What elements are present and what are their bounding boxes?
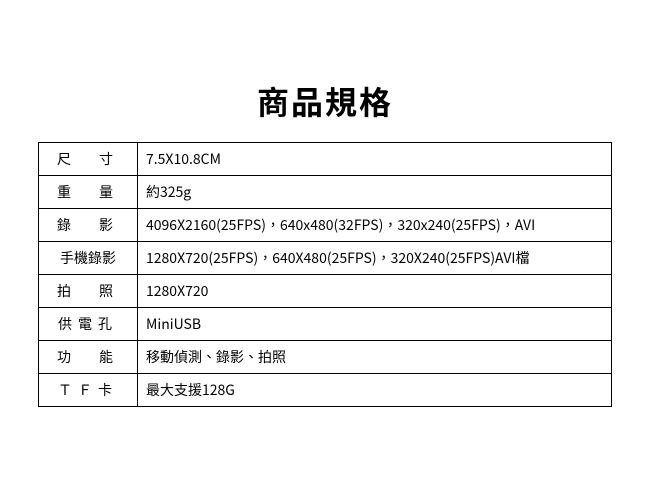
spec-value: 約325g [138,176,612,209]
spec-label: 尺寸 [39,143,138,176]
spec-value: 4096X2160(25FPS)，640x480(32FPS)，320x240(… [138,209,612,242]
spec-value: 最大支援128G [138,374,612,407]
page-title: 商品規格 [38,78,612,124]
spec-value: 7.5X10.8CM [138,143,612,176]
spec-table: 尺寸 7.5X10.8CM 重量 約325g 錄影 4096X2160(25FP… [38,142,612,407]
spec-value: 1280X720 [138,275,612,308]
spec-value: 移動偵測、錄影、拍照 [138,341,612,374]
spec-label: 錄影 [39,209,138,242]
spec-label: 重量 [39,176,138,209]
spec-label: 供電孔 [39,308,138,341]
spec-sheet: 商品規格 尺寸 7.5X10.8CM 重量 約325g 錄影 4096X2160… [0,0,650,407]
spec-label: ＴＦ卡 [39,374,138,407]
table-row: 拍照 1280X720 [39,275,612,308]
spec-value: 1280X720(25FPS)，640X480(25FPS)，320X240(2… [138,242,612,275]
table-row: ＴＦ卡 最大支援128G [39,374,612,407]
table-row: 功能 移動偵測、錄影、拍照 [39,341,612,374]
table-row: 重量 約325g [39,176,612,209]
table-row: 錄影 4096X2160(25FPS)，640x480(32FPS)，320x2… [39,209,612,242]
table-row: 供電孔 MiniUSB [39,308,612,341]
spec-label: 手機錄影 [39,242,138,275]
table-row: 尺寸 7.5X10.8CM [39,143,612,176]
spec-label: 拍照 [39,275,138,308]
spec-value: MiniUSB [138,308,612,341]
table-row: 手機錄影 1280X720(25FPS)，640X480(25FPS)，320X… [39,242,612,275]
spec-label: 功能 [39,341,138,374]
